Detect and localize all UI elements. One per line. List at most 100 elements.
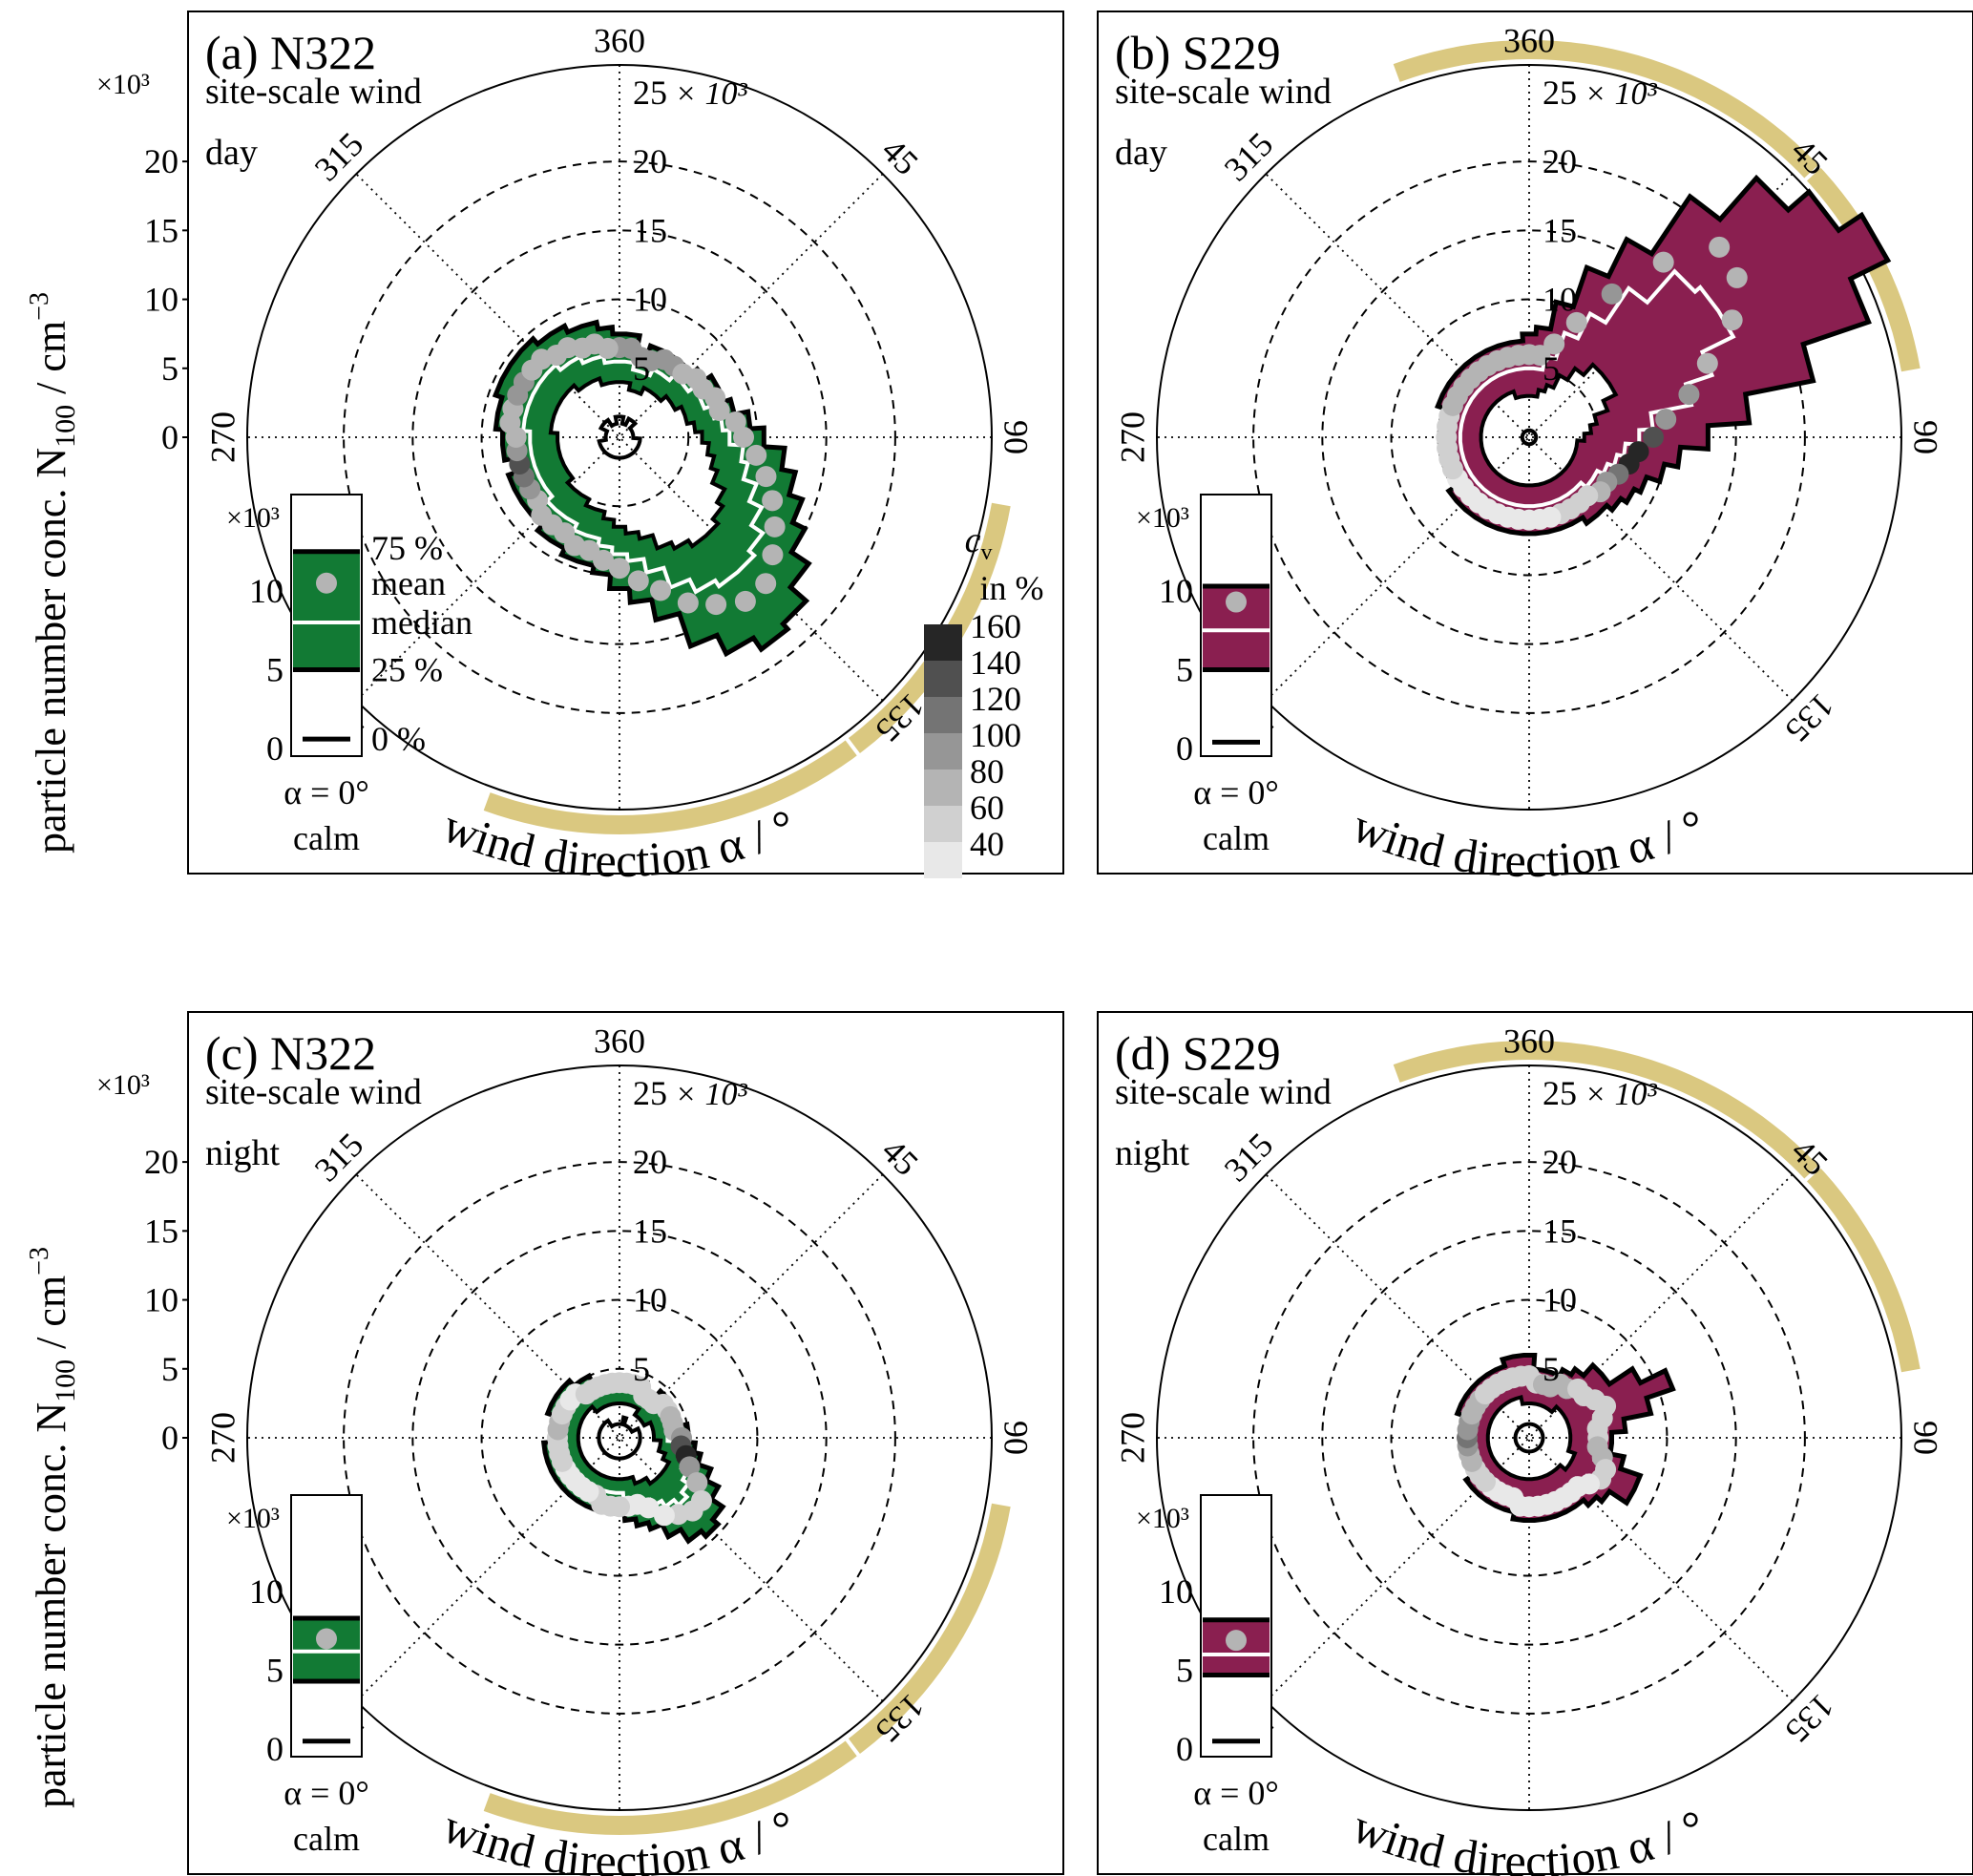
min-outline [1513,1422,1545,1454]
legend-q0: 0 % [371,720,426,758]
mean-point [1726,266,1748,288]
mean-point [1507,345,1529,367]
angle-label-270: 270 [1113,411,1151,463]
panel-title: (b) S229 [1115,26,1281,79]
ring-multiplier: × 10³ [1585,1077,1657,1112]
ring-multiplier: × 10³ [675,76,747,112]
calm-label-1: α = 0° [1193,1774,1279,1812]
mean-point [653,1505,675,1527]
y-tick-5: 5 [161,1350,178,1388]
y-tick-15: 15 [144,211,178,249]
angle-label-360: 360 [594,21,645,59]
mean-points [1457,1365,1617,1518]
calm-tick-0: 0 [1176,729,1193,768]
y-axis-label-top: particle number conc. N100 / cm−3 [25,292,81,854]
mean-point [597,337,619,359]
mean-point [609,558,630,580]
min-outline [597,1415,642,1461]
calm-label-2: calm [1203,1820,1270,1858]
y-tick-10: 10 [144,1281,178,1319]
ring-label-15: 15 [633,211,667,249]
angle-label-90: 90 [1907,1421,1945,1455]
mean-point [677,592,699,614]
mean-point [686,1471,708,1493]
legend-q25: 25 % [371,651,443,689]
wind-scale-label: site-scale wind [205,1072,422,1112]
mean-point [1643,427,1664,448]
mean-point [679,1456,701,1478]
mean-point [762,544,784,566]
ring-label-15: 15 [1543,211,1577,249]
calm-mean [316,1628,337,1650]
min-outline [1520,428,1539,447]
angle-label-360: 360 [594,1022,645,1060]
mean-points [499,333,786,616]
mean-point [1721,309,1743,331]
ring-label-5: 5 [1543,1350,1560,1388]
grid-ring-15 [1321,229,1737,645]
mean-points [1436,236,1748,531]
y-tick-20: 20 [144,142,178,180]
grid-ring-20 [1252,1161,1806,1715]
time-label: day [1115,133,1167,173]
ring-label-15: 15 [1543,1212,1577,1250]
ring-label-5: 5 [633,349,650,388]
p25-outline [1479,362,1619,488]
ring-label-5: 5 [633,1350,650,1388]
ring-label-10: 10 [1543,1281,1577,1319]
ring-label-20: 20 [633,1143,667,1181]
ring-multiplier: × 10³ [1585,76,1657,112]
cv-legend-title: cv [965,520,993,565]
calm-label-1: α = 0° [283,1774,369,1812]
y-multiplier: ×10³ [96,1069,150,1101]
calm-multiplier: ×10³ [226,502,280,534]
mean-point [1655,409,1677,431]
cv-tick-80: 80 [970,752,1004,790]
calm-label-2: calm [293,1820,360,1858]
p25-outline [576,1402,672,1486]
sector-marker [844,736,862,758]
mean-point [708,399,730,421]
cv-tick-40: 40 [970,825,1004,863]
mean-point [734,590,756,612]
ring-label-10: 10 [633,281,667,319]
mean-point [601,1372,623,1394]
grid-ring-20 [1252,160,1806,714]
cv-swatch-160 [924,624,962,661]
angle-label-360: 360 [1503,1022,1555,1060]
cv-tick-100: 100 [970,716,1021,754]
mean-point [1510,1365,1532,1387]
time-label: day [205,133,258,173]
ring-multiplier: × 10³ [675,1077,747,1112]
ring-label-20: 20 [633,142,667,180]
iqr-area [1438,178,1888,534]
y-tick-20: 20 [144,1143,178,1181]
panel-title: (d) S229 [1115,1026,1281,1080]
cv-swatch-40 [924,842,962,878]
calm-tick-5: 5 [1176,651,1193,689]
angle-label-360: 360 [1503,21,1555,59]
ring-label-20: 20 [1543,1143,1577,1181]
y-tick-0: 0 [161,418,178,456]
mean-point [556,337,578,359]
panel-title: (c) N322 [205,1026,376,1080]
mean-point [1601,283,1623,305]
y-axis-label-bottom: particle number conc. N100 / cm−3 [25,1247,81,1808]
ring-label-25: 25 [1543,1074,1577,1112]
legend-mean: mean [371,564,446,602]
sector-marker [844,1737,862,1759]
ring-label-25: 25 [633,74,667,112]
mean-point [745,444,767,466]
calm-tick-10: 10 [249,572,283,610]
calm-tick-10: 10 [1159,1572,1193,1611]
ring-label-25: 25 [1543,74,1577,112]
angle-label-90: 90 [997,1421,1036,1455]
ring-label-15: 15 [633,1212,667,1250]
median-line [1458,268,1736,509]
wind-scale-label: site-scale wind [205,72,422,112]
time-label: night [205,1133,281,1173]
